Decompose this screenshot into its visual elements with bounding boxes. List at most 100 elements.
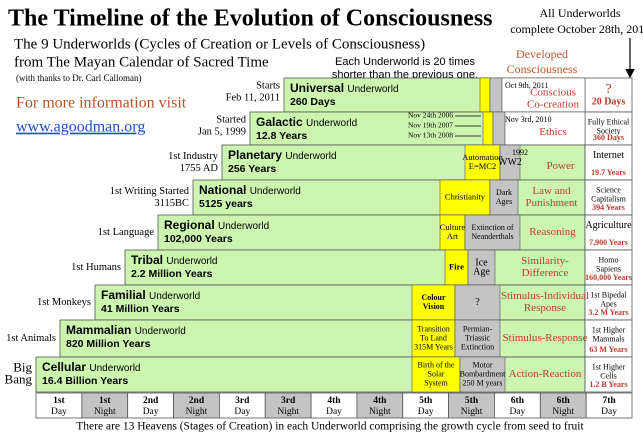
underworld-name: Universal Underworld bbox=[290, 81, 399, 95]
day-number: 6th bbox=[511, 396, 525, 406]
gray-cell bbox=[467, 249, 496, 286]
underworld-name: Regional Underworld bbox=[164, 218, 269, 232]
gray-event: Triassic bbox=[465, 333, 490, 342]
gray-event: Bombardment bbox=[460, 369, 507, 378]
underworld-duration: 260 Days bbox=[290, 96, 336, 108]
day-word: Day bbox=[601, 407, 617, 417]
underworld-name: National bbox=[199, 183, 246, 197]
underworld-name: National Underworld bbox=[199, 183, 301, 197]
yellow-event: Fire bbox=[449, 261, 464, 271]
day-number: 2nd bbox=[189, 396, 205, 406]
underworld-name: Familial bbox=[101, 288, 146, 302]
developed-label: Developed bbox=[516, 47, 568, 61]
underworld-name: Cellular Underworld bbox=[42, 360, 141, 374]
result-time: 19.7 Years bbox=[591, 168, 626, 177]
start-label: Feb 11, 2011 bbox=[226, 92, 280, 103]
day-word: Night bbox=[461, 407, 483, 417]
start-label: Started bbox=[216, 114, 246, 125]
gray-event: Age bbox=[473, 266, 490, 277]
gray-event: Ages bbox=[496, 197, 512, 206]
day-number: 2nd bbox=[143, 396, 159, 406]
day-number: 3rd bbox=[235, 396, 250, 406]
day-word: Day bbox=[143, 407, 159, 417]
yellow-cell bbox=[439, 214, 466, 251]
start-label: Big bbox=[13, 359, 32, 374]
consciousness: Co-creation bbox=[527, 99, 579, 111]
consciousness: Response bbox=[524, 302, 566, 314]
result: Capitalism bbox=[591, 194, 626, 203]
consciousness: Difference bbox=[522, 267, 569, 279]
consciousness: Power bbox=[546, 160, 574, 172]
developed-label: Consciousness bbox=[507, 62, 578, 76]
underworld-name: Galactic Underworld bbox=[256, 115, 357, 129]
underworld-row bbox=[124, 249, 586, 286]
complete-note: All Underworlds bbox=[540, 6, 621, 20]
gray-cell bbox=[489, 179, 519, 216]
day-word: Day bbox=[234, 407, 250, 417]
yellow-event: Colour bbox=[422, 293, 446, 302]
gray-event: Motor bbox=[473, 360, 493, 369]
gray-event: Extinction of bbox=[472, 223, 514, 232]
underworld-word: Underworld bbox=[347, 84, 398, 95]
day-number: 5th bbox=[465, 396, 479, 406]
consciousness: Conscious bbox=[530, 87, 576, 99]
result-cell bbox=[584, 214, 633, 251]
underworld-name: Mammalian Underworld bbox=[66, 323, 186, 337]
underworld-name: Cellular bbox=[42, 360, 86, 374]
day-number: 5th bbox=[419, 396, 433, 406]
day-word: Day bbox=[509, 407, 525, 417]
subtitle: from The Mayan Calendar of Sacred Time bbox=[14, 54, 269, 70]
gray-cell bbox=[459, 356, 506, 393]
date-note: Oct 9th, 2011 bbox=[505, 81, 548, 90]
day-number: 4th bbox=[327, 396, 341, 406]
underworld-duration: 41 Million Years bbox=[101, 303, 180, 315]
day-cell bbox=[81, 392, 129, 419]
yellow-event: System bbox=[424, 378, 448, 387]
gray-event: Extinction bbox=[461, 342, 494, 351]
underworld-duration: 2.2 Million Years bbox=[131, 268, 213, 280]
url-link[interactable]: www.agoodman.org bbox=[16, 119, 145, 136]
underworld-name: Planetary bbox=[228, 148, 282, 162]
result: Society bbox=[597, 126, 621, 135]
info-text: For more information visit bbox=[16, 95, 187, 112]
underworld-duration: 820 Million Years bbox=[66, 338, 151, 350]
result-time: 20 Days bbox=[592, 96, 626, 107]
result: Fully Ethical bbox=[588, 117, 630, 126]
day-number: 3rd bbox=[281, 396, 296, 406]
day-cell bbox=[539, 392, 587, 419]
start-label: Jan 5, 1999 bbox=[198, 126, 246, 137]
underworld-name: Galactic bbox=[256, 115, 303, 129]
complete-note: complete October 28th, 2011 bbox=[510, 22, 643, 36]
start-label: 1755 AD bbox=[180, 163, 219, 174]
underworld-word: Underworld bbox=[135, 326, 186, 337]
underworld-duration: 5125 years bbox=[199, 198, 253, 210]
result-time: 7,900 Years bbox=[589, 238, 628, 247]
result: 1st Higher bbox=[592, 325, 626, 334]
shorter-note: Each Underworld is 20 times bbox=[335, 56, 476, 68]
result-cell bbox=[584, 249, 633, 286]
subtitle: The 9 Underworlds (Cycles of Creation or… bbox=[14, 36, 425, 52]
start-label: 3115BC bbox=[154, 198, 189, 209]
yellow-cell bbox=[411, 319, 456, 358]
underworld-word: Underworld bbox=[218, 221, 269, 232]
gray-event: 250 M years bbox=[463, 378, 503, 387]
underworld-word: Underworld bbox=[89, 363, 140, 374]
gray-event: WW2 bbox=[498, 157, 522, 168]
day-cell bbox=[310, 392, 358, 419]
day-cell bbox=[127, 392, 174, 419]
title: The Timeline of the Evolution of Conscio… bbox=[8, 6, 493, 32]
gray-cell bbox=[454, 284, 501, 321]
result: 1st Bipedal bbox=[590, 290, 627, 299]
start-label: 1st Writing Started bbox=[110, 186, 190, 197]
yellow-event: Birth of the bbox=[418, 360, 455, 369]
yellow-cell bbox=[411, 356, 461, 393]
start-label: Starts bbox=[256, 80, 280, 91]
underworld-name: Tribal Underworld bbox=[131, 253, 218, 267]
result-time: 360 Days bbox=[593, 133, 624, 142]
underworld-name: Regional bbox=[164, 218, 215, 232]
result: Apes bbox=[600, 299, 616, 308]
gray-event: Permian- bbox=[463, 324, 493, 333]
result-time: 1.2 B Years bbox=[589, 380, 627, 389]
day-number: 1st bbox=[99, 396, 111, 406]
